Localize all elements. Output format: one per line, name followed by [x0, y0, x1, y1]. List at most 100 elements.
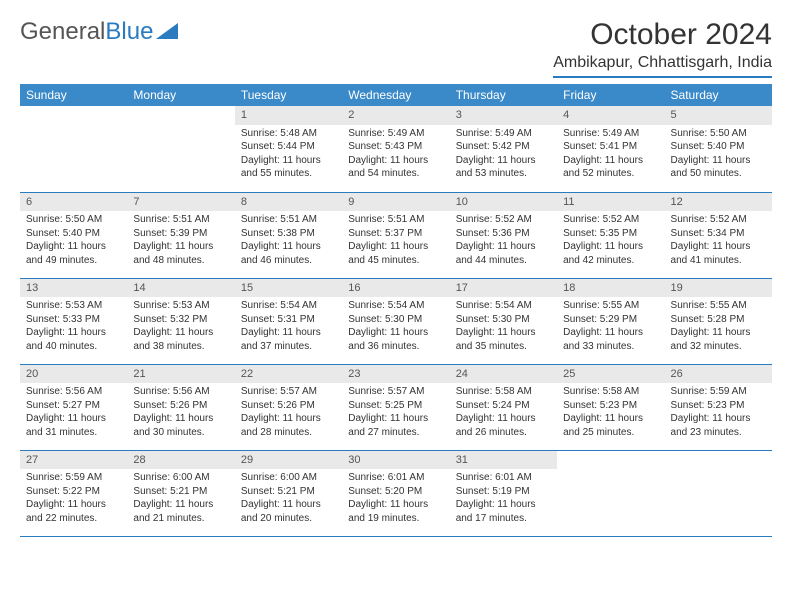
calendar-day-cell: 14Sunrise: 5:53 AMSunset: 5:32 PMDayligh… [127, 278, 234, 364]
sunrise-text: Sunrise: 5:52 AM [456, 213, 551, 227]
calendar-day-cell: 12Sunrise: 5:52 AMSunset: 5:34 PMDayligh… [665, 192, 772, 278]
day-details: Sunrise: 5:55 AMSunset: 5:28 PMDaylight:… [665, 297, 772, 357]
sunset-text: Sunset: 5:40 PM [671, 140, 766, 154]
day-number: 23 [342, 365, 449, 384]
day-details: Sunrise: 6:00 AMSunset: 5:21 PMDaylight:… [235, 469, 342, 529]
sunset-text: Sunset: 5:33 PM [26, 313, 121, 327]
calendar-day-cell: 25Sunrise: 5:58 AMSunset: 5:23 PMDayligh… [557, 364, 664, 450]
day-number: 8 [235, 193, 342, 212]
brand-logo: GeneralBlue [20, 18, 178, 46]
brand-part1: General [20, 18, 105, 46]
calendar-day-cell [665, 450, 772, 536]
sunset-text: Sunset: 5:26 PM [133, 399, 228, 413]
weekday-header: Wednesday [342, 84, 449, 106]
daylight-text: Daylight: 11 hours and 52 minutes. [563, 154, 658, 181]
day-number: 12 [665, 193, 772, 212]
sunset-text: Sunset: 5:38 PM [241, 227, 336, 241]
day-number: 6 [20, 193, 127, 212]
day-number: 13 [20, 279, 127, 298]
weekday-header: Thursday [450, 84, 557, 106]
day-number: 25 [557, 365, 664, 384]
daylight-text: Daylight: 11 hours and 40 minutes. [26, 326, 121, 353]
sunset-text: Sunset: 5:40 PM [26, 227, 121, 241]
day-number: 20 [20, 365, 127, 384]
calendar-week-row: 20Sunrise: 5:56 AMSunset: 5:27 PMDayligh… [20, 364, 772, 450]
calendar-day-cell: 11Sunrise: 5:52 AMSunset: 5:35 PMDayligh… [557, 192, 664, 278]
day-number: 21 [127, 365, 234, 384]
day-details: Sunrise: 5:58 AMSunset: 5:24 PMDaylight:… [450, 383, 557, 443]
title-block: October 2024 Ambikapur, Chhattisgarh, In… [553, 18, 772, 78]
calendar-day-cell: 20Sunrise: 5:56 AMSunset: 5:27 PMDayligh… [20, 364, 127, 450]
calendar-day-cell: 21Sunrise: 5:56 AMSunset: 5:26 PMDayligh… [127, 364, 234, 450]
daylight-text: Daylight: 11 hours and 41 minutes. [671, 240, 766, 267]
sunrise-text: Sunrise: 5:51 AM [241, 213, 336, 227]
sunset-text: Sunset: 5:30 PM [456, 313, 551, 327]
calendar-day-cell: 3Sunrise: 5:49 AMSunset: 5:42 PMDaylight… [450, 106, 557, 192]
sunrise-text: Sunrise: 5:54 AM [348, 299, 443, 313]
calendar-day-cell: 18Sunrise: 5:55 AMSunset: 5:29 PMDayligh… [557, 278, 664, 364]
calendar-day-cell [127, 106, 234, 192]
sunset-text: Sunset: 5:30 PM [348, 313, 443, 327]
sunset-text: Sunset: 5:31 PM [241, 313, 336, 327]
sunrise-text: Sunrise: 5:55 AM [671, 299, 766, 313]
day-number: 9 [342, 193, 449, 212]
header: GeneralBlue October 2024 Ambikapur, Chha… [20, 18, 772, 78]
weekday-header: Monday [127, 84, 234, 106]
sunrise-text: Sunrise: 5:59 AM [671, 385, 766, 399]
sunset-text: Sunset: 5:35 PM [563, 227, 658, 241]
sunset-text: Sunset: 5:32 PM [133, 313, 228, 327]
sunrise-text: Sunrise: 5:53 AM [26, 299, 121, 313]
sunrise-text: Sunrise: 5:49 AM [563, 127, 658, 141]
day-details: Sunrise: 5:59 AMSunset: 5:22 PMDaylight:… [20, 469, 127, 529]
day-number: 31 [450, 451, 557, 470]
calendar-day-cell: 31Sunrise: 6:01 AMSunset: 5:19 PMDayligh… [450, 450, 557, 536]
sunrise-text: Sunrise: 5:49 AM [456, 127, 551, 141]
logo-triangle-icon [156, 23, 178, 39]
daylight-text: Daylight: 11 hours and 48 minutes. [133, 240, 228, 267]
sunset-text: Sunset: 5:20 PM [348, 485, 443, 499]
weekday-header: Friday [557, 84, 664, 106]
day-number: 27 [20, 451, 127, 470]
day-details: Sunrise: 5:59 AMSunset: 5:23 PMDaylight:… [665, 383, 772, 443]
day-number: 4 [557, 106, 664, 125]
sunset-text: Sunset: 5:28 PM [671, 313, 766, 327]
sunrise-text: Sunrise: 5:54 AM [456, 299, 551, 313]
sunset-text: Sunset: 5:29 PM [563, 313, 658, 327]
daylight-text: Daylight: 11 hours and 17 minutes. [456, 498, 551, 525]
daylight-text: Daylight: 11 hours and 46 minutes. [241, 240, 336, 267]
calendar-day-cell: 6Sunrise: 5:50 AMSunset: 5:40 PMDaylight… [20, 192, 127, 278]
calendar-day-cell [20, 106, 127, 192]
daylight-text: Daylight: 11 hours and 54 minutes. [348, 154, 443, 181]
calendar-day-cell: 16Sunrise: 5:54 AMSunset: 5:30 PMDayligh… [342, 278, 449, 364]
day-number: 22 [235, 365, 342, 384]
sunrise-text: Sunrise: 6:01 AM [348, 471, 443, 485]
day-details: Sunrise: 5:52 AMSunset: 5:35 PMDaylight:… [557, 211, 664, 271]
sunrise-text: Sunrise: 5:51 AM [133, 213, 228, 227]
calendar-day-cell: 13Sunrise: 5:53 AMSunset: 5:33 PMDayligh… [20, 278, 127, 364]
sunset-text: Sunset: 5:41 PM [563, 140, 658, 154]
day-number: 26 [665, 365, 772, 384]
daylight-text: Daylight: 11 hours and 37 minutes. [241, 326, 336, 353]
daylight-text: Daylight: 11 hours and 36 minutes. [348, 326, 443, 353]
sunrise-text: Sunrise: 5:56 AM [133, 385, 228, 399]
daylight-text: Daylight: 11 hours and 30 minutes. [133, 412, 228, 439]
month-title: October 2024 [553, 18, 772, 52]
day-details: Sunrise: 5:54 AMSunset: 5:31 PMDaylight:… [235, 297, 342, 357]
day-details: Sunrise: 5:56 AMSunset: 5:27 PMDaylight:… [20, 383, 127, 443]
sunrise-text: Sunrise: 5:56 AM [26, 385, 121, 399]
sunset-text: Sunset: 5:23 PM [563, 399, 658, 413]
daylight-text: Daylight: 11 hours and 49 minutes. [26, 240, 121, 267]
calendar-day-cell: 22Sunrise: 5:57 AMSunset: 5:26 PMDayligh… [235, 364, 342, 450]
calendar-week-row: 13Sunrise: 5:53 AMSunset: 5:33 PMDayligh… [20, 278, 772, 364]
sunrise-text: Sunrise: 5:57 AM [348, 385, 443, 399]
calendar-day-cell: 29Sunrise: 6:00 AMSunset: 5:21 PMDayligh… [235, 450, 342, 536]
day-number: 16 [342, 279, 449, 298]
calendar-day-cell: 1Sunrise: 5:48 AMSunset: 5:44 PMDaylight… [235, 106, 342, 192]
day-details: Sunrise: 6:00 AMSunset: 5:21 PMDaylight:… [127, 469, 234, 529]
calendar-day-cell [557, 450, 664, 536]
day-number: 10 [450, 193, 557, 212]
daylight-text: Daylight: 11 hours and 23 minutes. [671, 412, 766, 439]
daylight-text: Daylight: 11 hours and 20 minutes. [241, 498, 336, 525]
day-details: Sunrise: 5:56 AMSunset: 5:26 PMDaylight:… [127, 383, 234, 443]
calendar-day-cell: 19Sunrise: 5:55 AMSunset: 5:28 PMDayligh… [665, 278, 772, 364]
